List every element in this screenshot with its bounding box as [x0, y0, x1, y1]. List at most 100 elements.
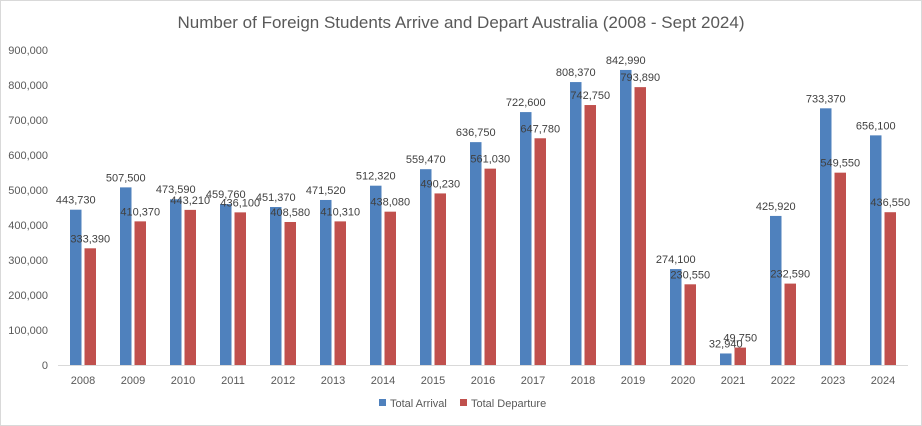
departure-data-label: 443,210 — [170, 195, 210, 207]
x-tick-label: 2018 — [571, 375, 595, 387]
x-axis: 2008 2009 2010 2011 2012 2013 2014 2015 2016 2017… — [58, 365, 908, 387]
arrival-bar — [220, 204, 232, 365]
departure-bar — [734, 347, 746, 365]
arrival-data-label: 722,600 — [506, 97, 546, 109]
departure-data-label: 436,550 — [870, 197, 910, 209]
arrival-data-label: 425,920 — [756, 201, 796, 213]
chart-title: Number of Foreign Students Arrive and De… — [178, 13, 745, 32]
x-tick-label: 2014 — [371, 375, 395, 387]
departure-data-label: 742,750 — [570, 90, 610, 102]
departure-bar — [834, 172, 846, 365]
departure-data-label: 230,550 — [670, 269, 710, 281]
arrival-data-label: 733,370 — [806, 93, 846, 105]
departure-bar — [284, 221, 296, 365]
departure-data-label: 408,580 — [270, 207, 310, 219]
arrival-bar — [70, 209, 82, 365]
arrival-bar — [320, 199, 332, 365]
legend-arrival-label: Total Arrival — [390, 398, 447, 410]
x-tick-label: 2013 — [321, 375, 345, 387]
arrival-data-label: 842,990 — [606, 55, 646, 67]
departure-data-label: 410,370 — [120, 206, 160, 218]
x-tick-label: 2011 — [221, 375, 245, 387]
departure-bar — [684, 284, 696, 365]
x-tick-label: 2024 — [871, 375, 895, 387]
x-tick-label: 2023 — [821, 375, 845, 387]
departure-bar — [84, 248, 96, 365]
arrival-bar — [420, 169, 432, 365]
arrival-bar — [520, 112, 532, 365]
departure-data-label: 438,080 — [370, 197, 410, 209]
departure-data-label: 410,310 — [320, 206, 360, 218]
departure-bar — [584, 105, 596, 365]
arrival-bar — [820, 108, 832, 366]
legend-departure-swatch — [460, 399, 467, 406]
departure-data-label: 232,590 — [770, 269, 810, 281]
x-tick-label: 2021 — [721, 375, 745, 387]
departure-data-label: 793,890 — [620, 72, 660, 84]
x-tick-label: 2009 — [121, 375, 145, 387]
x-tick-label: 2022 — [771, 375, 795, 387]
departure-bar — [384, 211, 396, 365]
x-tick-label: 2016 — [471, 375, 495, 387]
x-tick-label: 2012 — [271, 375, 295, 387]
arrival-bar — [670, 269, 682, 365]
y-tick-label: 900,000 — [8, 45, 48, 57]
y-tick-label: 700,000 — [8, 115, 48, 127]
arrival-bar — [470, 142, 482, 365]
departure-bar — [434, 193, 446, 365]
x-tick-label: 2015 — [421, 375, 445, 387]
arrival-bar — [770, 215, 782, 365]
arrival-bar — [270, 207, 282, 365]
arrival-data-label: 451,370 — [256, 192, 296, 204]
y-tick-label: 500,000 — [8, 185, 48, 197]
arrival-data-label: 636,750 — [456, 127, 496, 139]
arrival-data-label: 507,500 — [106, 172, 146, 184]
departure-bar — [784, 283, 796, 365]
data-labels-group: 443,730 333,390 507,500 410,370 473,590443,2… — [56, 55, 910, 351]
arrival-data-label: 32,940 — [709, 338, 743, 350]
arrival-bar — [120, 187, 132, 365]
arrival-data-label: 274,100 — [656, 254, 696, 266]
y-tick-label: 200,000 — [8, 290, 48, 302]
departure-data-label: 333,390 — [70, 233, 110, 245]
x-tick-label: 2019 — [621, 375, 645, 387]
arrival-bar — [870, 135, 882, 365]
departure-bar — [534, 138, 546, 365]
arrival-data-label: 512,320 — [356, 171, 396, 183]
y-tick-label: 0 — [42, 360, 48, 372]
arrival-data-label: 443,730 — [56, 195, 96, 207]
arrival-bar — [570, 82, 582, 366]
x-tick-label: 2017 — [521, 375, 545, 387]
arrival-data-label: 559,470 — [406, 154, 446, 166]
y-axis: 0 100,000 200,000 300,000 400,000 500,000 600,… — [8, 45, 48, 372]
arrival-bar — [620, 69, 632, 366]
arrival-data-label: 656,100 — [856, 120, 896, 132]
x-tick-label: 2010 — [171, 375, 195, 387]
departure-data-label: 549,550 — [820, 158, 860, 170]
y-tick-label: 600,000 — [8, 150, 48, 162]
departure-data-label: 490,230 — [420, 178, 460, 190]
legend: Total Arrival Total Departure — [379, 398, 546, 410]
departure-data-label: 561,030 — [470, 154, 510, 166]
departure-bar — [334, 221, 346, 365]
arrival-data-label: 459,760 — [206, 189, 246, 201]
departure-data-label: 647,780 — [520, 123, 560, 135]
arrival-bar — [720, 353, 732, 365]
departure-bar — [184, 209, 196, 365]
arrival-bar — [170, 199, 182, 365]
x-tick-label: 2020 — [671, 375, 695, 387]
x-tick-label: 2008 — [71, 375, 95, 387]
arrival-bar — [370, 185, 382, 365]
arrival-data-label: 808,370 — [556, 67, 596, 79]
bars-group — [70, 69, 896, 366]
legend-arrival-swatch — [379, 399, 386, 406]
arrival-data-label: 471,520 — [306, 185, 346, 197]
departure-bar — [884, 212, 896, 365]
y-tick-label: 400,000 — [8, 220, 48, 232]
departure-data-label: 436,100 — [220, 197, 260, 209]
departure-bar — [234, 212, 246, 365]
departure-bar — [134, 221, 146, 365]
arrival-data-label: 473,590 — [156, 184, 196, 196]
